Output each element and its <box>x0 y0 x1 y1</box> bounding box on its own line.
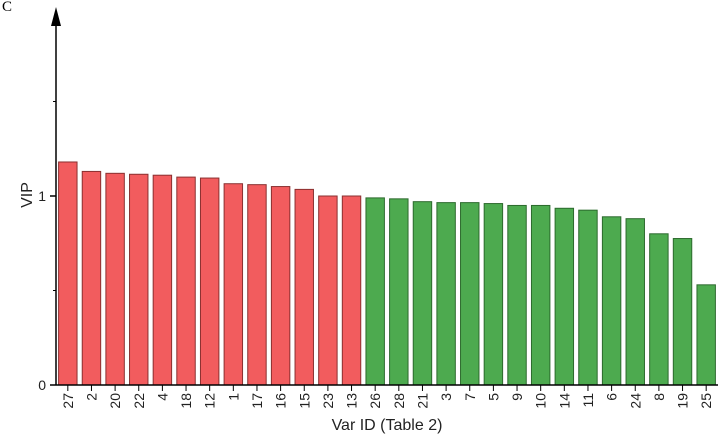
x-tick-label-18: 18 <box>178 393 194 409</box>
bar-5 <box>483 203 504 386</box>
bar-14 <box>554 207 575 386</box>
x-tick-label-6: 6 <box>604 393 620 401</box>
panel-label: C <box>2 0 13 15</box>
x-tick-label-2: 2 <box>83 393 99 401</box>
bar-18 <box>176 176 196 386</box>
bar-19 <box>672 238 693 386</box>
bar-12 <box>199 177 220 386</box>
x-tick-label-7: 7 <box>462 393 478 401</box>
x-tick-label-21: 21 <box>414 393 430 409</box>
bar-27 <box>58 161 78 386</box>
x-tick-label-11: 11 <box>580 393 596 408</box>
bar-1 <box>223 183 244 386</box>
x-tick-label-28: 28 <box>391 393 407 409</box>
bar-13 <box>341 195 362 386</box>
bar-22 <box>129 173 149 386</box>
x-axis-title: Var ID (Table 2) <box>332 417 443 434</box>
x-tick-label-26: 26 <box>367 393 383 409</box>
x-tick-label-13: 13 <box>344 393 360 409</box>
x-tick-label-25: 25 <box>698 393 714 409</box>
bar-25 <box>696 284 716 386</box>
bar-24 <box>625 218 645 386</box>
x-tick-label-4: 4 <box>154 393 170 401</box>
x-tick-label-22: 22 <box>131 393 147 409</box>
bar-11 <box>578 209 598 386</box>
x-tick-label-17: 17 <box>249 393 265 409</box>
y-tick-label-0: 0 <box>38 377 46 393</box>
bar-6 <box>601 216 622 386</box>
bar-3 <box>436 202 456 386</box>
x-tick-label-1: 1 <box>225 393 241 401</box>
x-ticks-group: 27 2 20 22 4 18 12 1 17 16 15 23 13 26 28 21 3 7 5 9 10 14 11 6… <box>60 385 714 409</box>
bar-23 <box>318 195 338 386</box>
x-tick-label-5: 5 <box>485 393 501 401</box>
x-tick-label-3: 3 <box>438 393 454 401</box>
x-tick-label-15: 15 <box>296 393 312 409</box>
y-tick-label-1: 1 <box>38 188 46 204</box>
bar-20 <box>105 172 125 386</box>
bar-21 <box>412 201 433 386</box>
bar-26 <box>365 197 385 386</box>
x-tick-label-24: 24 <box>627 393 643 409</box>
x-tick-label-27: 27 <box>60 393 76 409</box>
y-axis-arrow <box>51 7 61 26</box>
bar-9 <box>507 204 527 386</box>
axes-group <box>51 7 718 386</box>
x-tick-label-23: 23 <box>320 393 336 409</box>
x-tick-label-12: 12 <box>202 393 218 409</box>
bar-17 <box>247 184 267 386</box>
x-tick-label-16: 16 <box>273 393 289 409</box>
bar-8 <box>649 233 669 386</box>
x-tick-label-14: 14 <box>556 393 572 409</box>
bar-15 <box>294 188 314 386</box>
bar-10 <box>530 204 551 386</box>
bar-7 <box>460 202 480 386</box>
bar-28 <box>389 198 409 386</box>
y-ticks-group: 01 <box>38 101 56 393</box>
x-tick-label-9: 9 <box>509 393 525 401</box>
bar-2 <box>81 170 102 386</box>
y-axis-title: VIP <box>19 182 36 208</box>
x-tick-label-20: 20 <box>107 393 123 409</box>
x-tick-label-10: 10 <box>533 393 549 409</box>
x-tick-label-19: 19 <box>675 393 691 409</box>
bar-4 <box>152 174 173 386</box>
bar-16 <box>270 186 291 386</box>
x-tick-label-8: 8 <box>651 393 667 401</box>
bars-group <box>58 161 716 386</box>
